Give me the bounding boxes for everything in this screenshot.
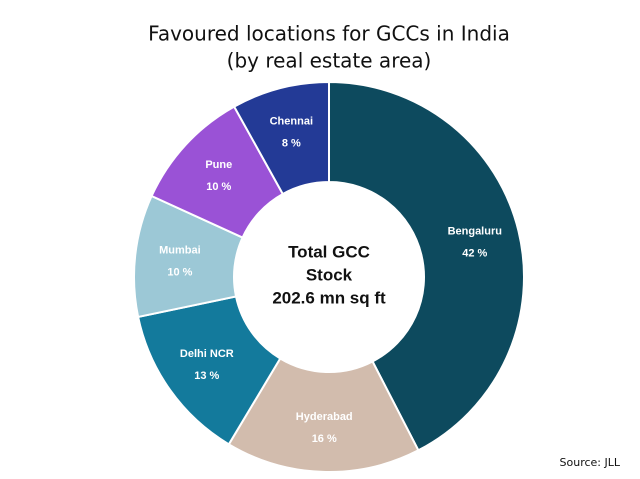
slice-label: Chennai [270,116,313,128]
slice-value-label: 10 % [206,181,231,193]
slice-label: Hyderabad [296,411,353,423]
slice-value-label: 8 % [282,138,301,150]
donut-slice [232,80,330,196]
center-label: Stock [306,265,353,284]
slice-label: Mumbai [159,244,201,256]
chart-title: Favoured locations for GCCs in India [148,22,510,46]
donut [133,80,525,473]
center-label: 202.6 mn sq ft [272,288,386,307]
source-note: Source: JLL [560,456,621,469]
slice-label: Pune [205,159,232,171]
donut-slice [227,357,420,473]
slice-label: Delhi NCR [180,348,234,360]
slice-value-label: 42 % [462,248,487,260]
slice-value-label: 16 % [312,433,337,445]
slice-label: Bengaluru [448,226,502,238]
slice-value-label: 13 % [194,370,219,382]
slice-value-label: 10 % [167,266,192,278]
donut-slice [328,80,525,452]
chart-subtitle: (by real estate area) [227,49,432,73]
center-label: Total GCC [288,242,370,261]
